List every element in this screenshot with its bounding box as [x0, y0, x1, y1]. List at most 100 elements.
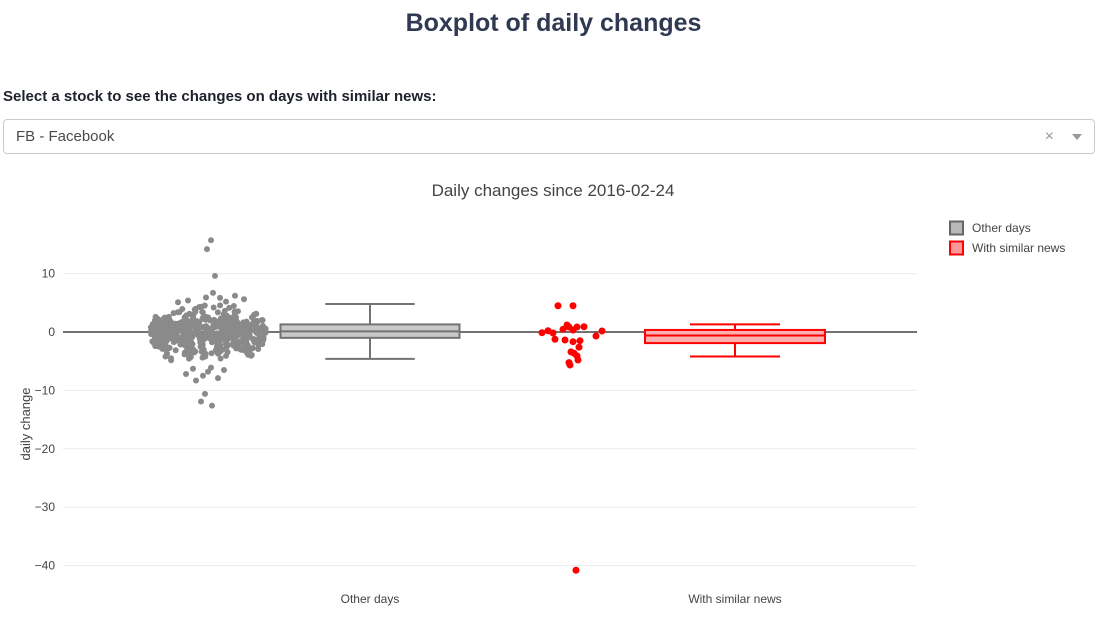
outlier-point	[221, 366, 227, 373]
legend-swatch	[949, 220, 964, 236]
data-point	[203, 323, 210, 330]
outlier-point	[202, 390, 208, 397]
data-point	[248, 314, 255, 321]
data-point	[248, 352, 255, 359]
y-tick-label: 10	[42, 267, 56, 281]
data-point	[164, 350, 171, 357]
data-point	[243, 338, 250, 345]
data-point	[216, 323, 223, 330]
data-point	[156, 343, 163, 350]
data-point	[554, 302, 562, 310]
data-point	[199, 309, 206, 316]
data-point	[190, 311, 197, 318]
outlier-point	[210, 289, 216, 296]
data-point	[166, 316, 173, 323]
y-tick-label: −40	[35, 559, 56, 573]
data-point	[255, 342, 262, 349]
box-similar-news	[644, 323, 826, 358]
data-point	[569, 326, 577, 334]
legend-item[interactable]: With similar news	[949, 240, 1065, 256]
boxplot-chart: 10 0 −10 −20 −30 −40 Other days With similar ne…	[0, 166, 1107, 626]
data-point	[232, 318, 239, 325]
data-point	[262, 329, 269, 336]
outlier-point	[175, 299, 181, 306]
outlier-point	[223, 298, 229, 305]
legend-label: With similar news	[972, 241, 1065, 255]
data-point	[149, 338, 156, 345]
data-point	[180, 334, 187, 341]
outlier-point	[209, 402, 215, 409]
outlier-point	[241, 296, 247, 303]
data-point	[226, 304, 233, 311]
data-point	[230, 342, 237, 349]
data-point	[574, 356, 582, 364]
stock-select-label: Select a stock to see the changes on day…	[3, 88, 437, 105]
data-point	[186, 321, 193, 328]
data-point	[168, 357, 175, 364]
y-axis-title: daily change	[18, 388, 33, 461]
y-tick-label: 0	[48, 325, 55, 339]
data-point	[217, 331, 224, 338]
x-tick-label: Other days	[341, 592, 400, 606]
data-point	[197, 343, 204, 350]
outlier-point	[208, 364, 214, 371]
data-point	[253, 327, 260, 334]
data-point	[576, 337, 584, 345]
outlier-point	[203, 294, 209, 301]
data-point	[598, 327, 606, 335]
data-point	[549, 329, 557, 337]
outlier-point	[208, 237, 214, 244]
data-point	[569, 302, 577, 310]
data-point	[254, 317, 261, 324]
data-point	[217, 302, 224, 309]
data-point	[222, 341, 229, 348]
outlier-point	[232, 292, 238, 299]
stock-select-value: FB - Facebook	[16, 128, 115, 145]
data-point	[234, 324, 241, 331]
data-point	[575, 343, 583, 351]
points-other-days	[147, 237, 269, 409]
data-point	[551, 335, 559, 343]
data-point	[210, 323, 217, 330]
data-point	[252, 337, 259, 344]
data-point	[592, 332, 600, 340]
stock-select[interactable]: FB - Facebook ×	[3, 119, 1095, 154]
data-point	[561, 336, 569, 344]
points-similar-news	[538, 302, 606, 574]
outlier-point	[193, 377, 199, 384]
chevron-down-icon[interactable]	[1072, 133, 1082, 140]
data-point	[219, 319, 226, 326]
data-point	[152, 327, 159, 334]
data-point	[569, 338, 577, 346]
data-point	[197, 339, 204, 346]
data-point	[148, 327, 155, 334]
box-other-days	[279, 302, 461, 360]
data-point	[241, 342, 248, 349]
data-point	[236, 345, 243, 352]
chart-title: Daily changes since 2016-02-24	[432, 181, 675, 200]
data-point	[230, 303, 237, 310]
legend-item[interactable]: Other days	[949, 220, 1031, 236]
x-tick-label: With similar news	[688, 592, 781, 606]
legend-swatch	[949, 240, 964, 256]
data-point	[165, 325, 172, 332]
data-point	[184, 346, 191, 353]
data-point	[183, 312, 190, 319]
data-point	[154, 337, 161, 344]
data-point	[204, 314, 211, 321]
data-point	[224, 334, 231, 341]
data-point	[221, 307, 228, 314]
data-point	[245, 322, 252, 329]
data-point	[231, 311, 238, 318]
data-point	[192, 324, 199, 331]
outlier-point	[212, 272, 218, 279]
clear-icon[interactable]: ×	[1044, 127, 1054, 145]
data-point	[572, 566, 580, 574]
data-point	[230, 336, 237, 343]
data-point	[193, 317, 200, 324]
data-point	[213, 346, 220, 353]
data-point	[210, 304, 217, 311]
data-point	[179, 320, 186, 327]
data-point	[230, 330, 237, 337]
outlier-point	[185, 297, 191, 304]
